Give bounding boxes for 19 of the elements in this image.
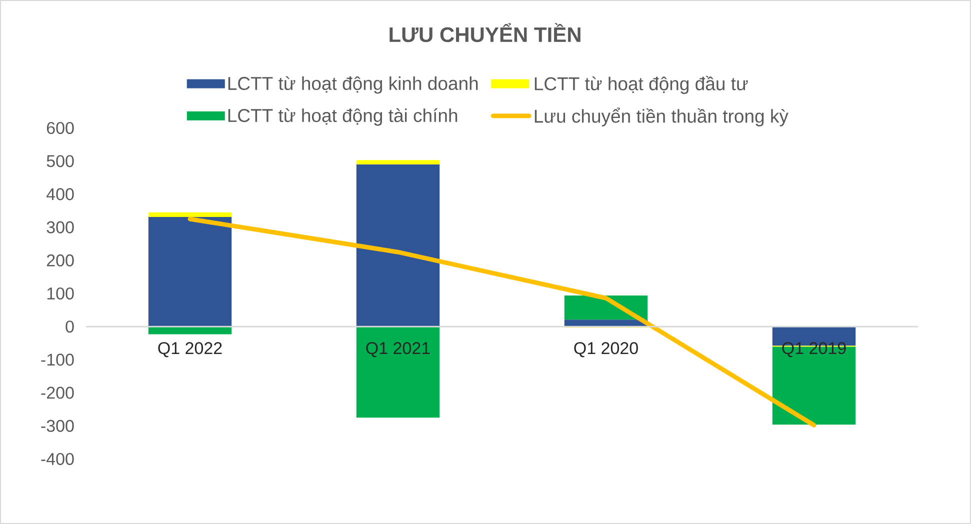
y-tick-label: -200 (41, 386, 74, 399)
y-tick-label: 400 (46, 188, 74, 200)
y-tick-label: -300 (41, 420, 74, 432)
legend-label: LCTT từ hoạt động tài chính (228, 108, 458, 126)
legend-label: LCTT từ hoạt động kinh doanh (228, 76, 478, 94)
x-tick-label: Q1 2020 (574, 342, 638, 358)
y-tick-label: -100 (41, 354, 74, 366)
y-tick-label: 300 (46, 221, 74, 234)
y-tick-label: 600 (46, 122, 74, 134)
legend-label: Lưu chuyển tiền thuần trong kỳ (534, 108, 788, 126)
y-tick-label: 100 (47, 287, 74, 300)
y-tick-label: 200 (46, 254, 74, 266)
x-tick-label: Q1 2021 (366, 342, 430, 358)
chart-title: LƯU CHUYỂN TIỀN (390, 23, 580, 42)
x-tick-label: Q1 2022 (158, 342, 222, 358)
y-tick-label: -400 (41, 452, 74, 466)
y-tick-label: 0 (66, 320, 74, 333)
legend-label: LCTT từ hoạt động đầu tư (534, 76, 748, 94)
y-tick-label: 500 (46, 155, 74, 168)
